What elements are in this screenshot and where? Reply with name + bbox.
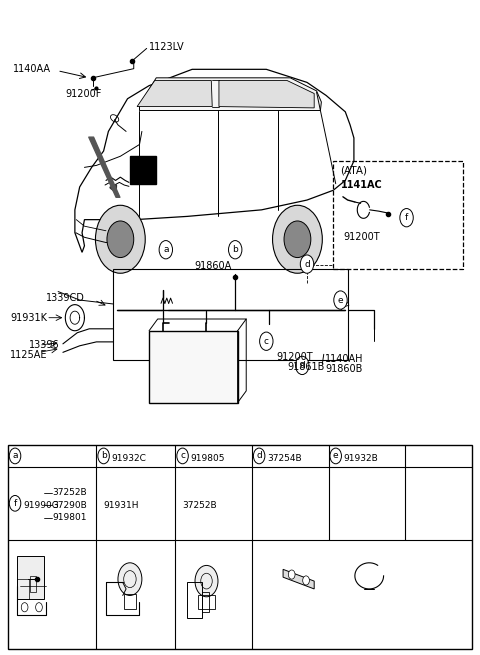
Text: e: e: [338, 295, 343, 305]
Text: d: d: [300, 361, 305, 370]
Text: 91990G: 91990G: [24, 502, 60, 510]
Text: 91860B: 91860B: [325, 364, 362, 373]
Circle shape: [195, 565, 218, 597]
Polygon shape: [283, 569, 314, 589]
Text: 37252B: 37252B: [52, 489, 87, 497]
Text: e: e: [333, 451, 338, 460]
Bar: [187, 582, 202, 618]
Circle shape: [284, 221, 311, 257]
Text: 91860A: 91860A: [194, 261, 232, 271]
Text: 91200T: 91200T: [276, 352, 312, 362]
Text: 37252B: 37252B: [182, 502, 217, 510]
Bar: [17, 579, 29, 599]
Text: (ATA): (ATA): [340, 166, 368, 176]
Circle shape: [260, 332, 273, 350]
Polygon shape: [137, 81, 212, 107]
Text: c: c: [264, 337, 269, 346]
Text: 919801: 919801: [52, 514, 87, 522]
Circle shape: [177, 448, 188, 464]
Bar: [124, 594, 136, 608]
Bar: [30, 576, 36, 592]
Text: 91861B: 91861B: [288, 362, 325, 372]
Text: f: f: [13, 499, 17, 508]
Circle shape: [159, 240, 172, 259]
Polygon shape: [140, 78, 322, 111]
Text: 91931H: 91931H: [104, 502, 139, 510]
Circle shape: [296, 356, 309, 375]
Text: c: c: [180, 451, 185, 460]
Text: 37254B: 37254B: [267, 454, 302, 463]
Text: f: f: [405, 213, 408, 222]
Bar: [198, 595, 215, 608]
Text: 13396: 13396: [28, 340, 59, 350]
Text: 91932C: 91932C: [112, 454, 146, 463]
Text: 1123LV: 1123LV: [149, 42, 185, 52]
Circle shape: [96, 205, 145, 273]
Bar: [149, 331, 238, 403]
Text: b: b: [232, 245, 238, 254]
Text: a: a: [163, 245, 168, 254]
Circle shape: [273, 205, 323, 273]
Text: 1339CD: 1339CD: [46, 293, 85, 303]
Circle shape: [253, 448, 265, 464]
Text: a: a: [12, 451, 18, 460]
Bar: [113, 269, 348, 360]
Bar: [333, 161, 463, 269]
Polygon shape: [219, 81, 314, 108]
Circle shape: [228, 240, 242, 259]
Circle shape: [9, 495, 21, 511]
Text: d: d: [304, 259, 310, 269]
Bar: [8, 445, 472, 649]
Circle shape: [107, 221, 134, 257]
Text: 919805: 919805: [191, 454, 225, 463]
Circle shape: [300, 255, 314, 273]
Text: b: b: [101, 451, 107, 460]
Circle shape: [98, 448, 109, 464]
Circle shape: [400, 208, 413, 227]
Circle shape: [9, 448, 21, 464]
Circle shape: [330, 448, 341, 464]
Circle shape: [288, 570, 295, 579]
Text: d: d: [256, 451, 262, 460]
Text: 1141AC: 1141AC: [340, 180, 382, 190]
Text: 91200T: 91200T: [343, 233, 380, 242]
Text: 91200F: 91200F: [65, 88, 102, 98]
Polygon shape: [130, 157, 156, 183]
Text: 1140AH: 1140AH: [325, 354, 364, 364]
Bar: [17, 556, 44, 599]
Text: 1140AA: 1140AA: [12, 64, 51, 74]
Circle shape: [118, 563, 142, 595]
Bar: [202, 592, 209, 612]
Circle shape: [334, 291, 347, 309]
Text: 91931K: 91931K: [10, 312, 47, 323]
Circle shape: [303, 576, 310, 585]
Text: 37290B: 37290B: [52, 501, 87, 510]
Text: 1125AE: 1125AE: [10, 350, 48, 360]
Text: 91932B: 91932B: [344, 454, 379, 463]
